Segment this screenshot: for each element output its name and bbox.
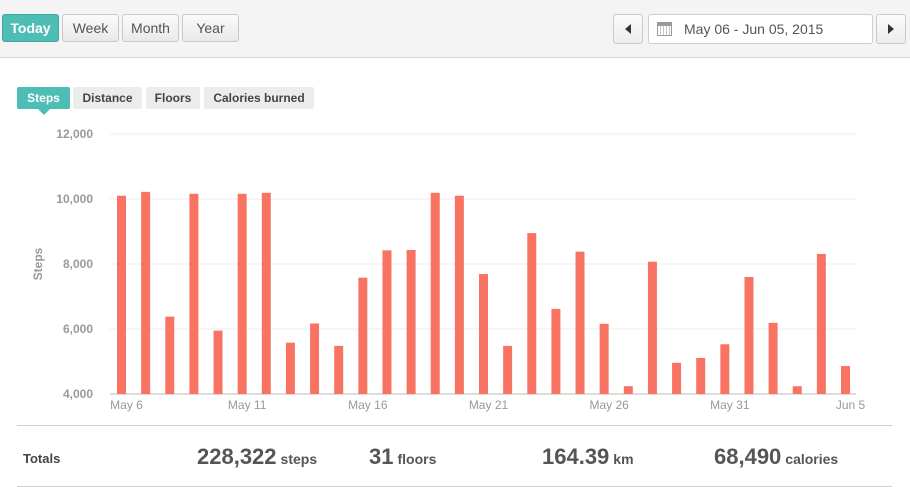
bar-may-10[interactable] [213, 330, 223, 394]
bar-may-28[interactable] [647, 261, 657, 394]
total-floors: 31 floors [369, 444, 436, 470]
total-distance: 164.39 km [542, 444, 634, 470]
tab-floors[interactable]: Floors [146, 87, 200, 109]
bar-may-7[interactable] [141, 191, 151, 394]
total-steps-unit: steps [280, 451, 318, 467]
bar-may-9[interactable] [189, 193, 199, 394]
y-tick-label: 6,000 [63, 322, 93, 336]
bar-jun-4[interactable] [816, 253, 826, 394]
total-floors-unit: floors [397, 451, 437, 467]
toolbar: Today Week Month Year May 06 - Jun 05, 2… [0, 0, 910, 58]
bar-may-22[interactable] [503, 345, 513, 394]
range-button-today[interactable]: Today [2, 14, 59, 42]
bar-may-14[interactable] [310, 323, 320, 394]
y-axis-label: Steps [31, 247, 45, 280]
previous-range-button[interactable] [613, 14, 643, 44]
range-button-year[interactable]: Year [182, 14, 239, 42]
date-range-picker[interactable]: May 06 - Jun 05, 2015 [648, 14, 873, 44]
arrow-right-icon [888, 24, 894, 34]
x-tick-label: May 31 [710, 398, 750, 412]
bar-may-13[interactable] [285, 342, 295, 394]
bar-may-29[interactable] [672, 362, 682, 394]
total-steps: 228,322 steps [197, 444, 317, 470]
bar-jun-3[interactable] [792, 386, 802, 394]
bar-may-31[interactable] [720, 344, 730, 394]
x-tick-label: May 6 [110, 398, 143, 412]
steps-bar-chart: 4,000 6,000 8,000 10,000 12,000 May 6 May 11 M… [31, 127, 866, 412]
x-tick-label: Jun 5 [836, 398, 866, 412]
y-tick-label: 12,000 [56, 127, 93, 141]
total-distance-value: 164.39 [542, 444, 610, 469]
tab-calories-burned[interactable]: Calories burned [204, 87, 314, 109]
bar-jun-5[interactable] [841, 366, 850, 394]
totals-divider-top [17, 425, 892, 426]
bar-may-20[interactable] [454, 195, 464, 394]
totals-label: Totals [23, 451, 61, 466]
bar-may-11[interactable] [237, 193, 247, 394]
bar-may-16[interactable] [358, 277, 368, 394]
total-calories-value: 68,490 [714, 444, 782, 469]
bar-may-30[interactable] [696, 357, 706, 394]
total-calories-unit: calories [785, 451, 839, 467]
bar-may-12[interactable] [261, 192, 271, 394]
bar-may-18[interactable] [406, 250, 416, 394]
total-floors-value: 31 [369, 444, 394, 469]
bar-may-25[interactable] [575, 251, 585, 394]
bar-may-27[interactable] [623, 386, 633, 394]
bar-may-19[interactable] [430, 192, 440, 394]
bar-may-6[interactable] [117, 195, 126, 394]
arrow-left-icon [625, 24, 631, 34]
bar-jun-1[interactable] [744, 277, 754, 394]
tab-steps[interactable]: Steps [17, 87, 70, 115]
calendar-icon [657, 22, 672, 36]
range-button-week[interactable]: Week [62, 14, 119, 42]
x-tick-label: May 16 [348, 398, 388, 412]
total-calories: 68,490 calories [714, 444, 838, 470]
x-tick-label: May 26 [589, 398, 629, 412]
x-tick-label: May 11 [228, 398, 267, 412]
bar-may-24[interactable] [551, 308, 561, 394]
bar-may-8[interactable] [165, 316, 175, 394]
date-range-text: May 06 - Jun 05, 2015 [684, 21, 824, 37]
y-tick-label: 10,000 [56, 192, 93, 206]
bar-may-15[interactable] [334, 345, 344, 394]
bar-may-26[interactable] [599, 323, 609, 394]
total-distance-unit: km [613, 451, 634, 467]
bar-may-21[interactable] [479, 274, 488, 394]
bar-jun-2[interactable] [768, 322, 778, 394]
range-button-month[interactable]: Month [122, 14, 179, 42]
bar-may-17[interactable] [382, 250, 392, 394]
y-tick-label: 4,000 [63, 387, 93, 401]
next-range-button[interactable] [876, 14, 906, 44]
y-tick-label: 8,000 [63, 257, 93, 271]
bar-may-23[interactable] [527, 233, 537, 394]
total-steps-value: 228,322 [197, 444, 277, 469]
tab-distance[interactable]: Distance [73, 87, 142, 109]
x-tick-label: May 21 [469, 398, 509, 412]
